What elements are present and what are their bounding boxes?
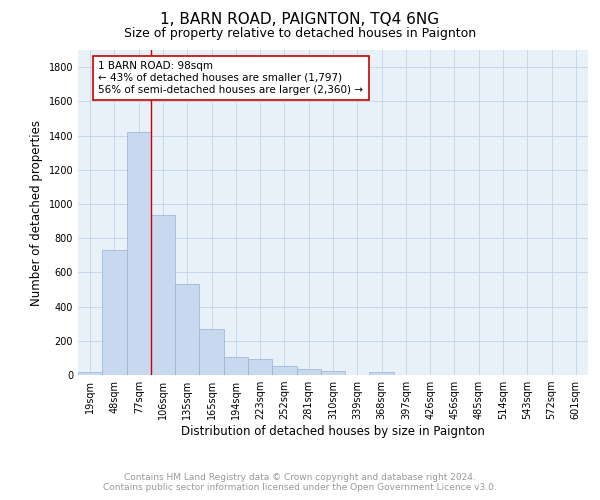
Text: 1 BARN ROAD: 98sqm
← 43% of detached houses are smaller (1,797)
56% of semi-deta: 1 BARN ROAD: 98sqm ← 43% of detached hou… <box>98 62 364 94</box>
Bar <box>321 370 345 375</box>
Bar <box>272 366 296 375</box>
Bar <box>78 372 102 375</box>
Bar <box>151 215 175 375</box>
Text: 1, BARN ROAD, PAIGNTON, TQ4 6NG: 1, BARN ROAD, PAIGNTON, TQ4 6NG <box>160 12 440 28</box>
Bar <box>224 357 248 375</box>
Bar <box>175 284 199 375</box>
Text: Size of property relative to detached houses in Paignton: Size of property relative to detached ho… <box>124 28 476 40</box>
Bar <box>199 329 224 375</box>
Bar <box>127 132 151 375</box>
Bar <box>296 369 321 375</box>
Y-axis label: Number of detached properties: Number of detached properties <box>30 120 43 306</box>
X-axis label: Distribution of detached houses by size in Paignton: Distribution of detached houses by size … <box>181 425 485 438</box>
Bar <box>102 250 127 375</box>
Text: Contains HM Land Registry data © Crown copyright and database right 2024.
Contai: Contains HM Land Registry data © Crown c… <box>103 473 497 492</box>
Bar <box>370 372 394 375</box>
Bar <box>248 359 272 375</box>
